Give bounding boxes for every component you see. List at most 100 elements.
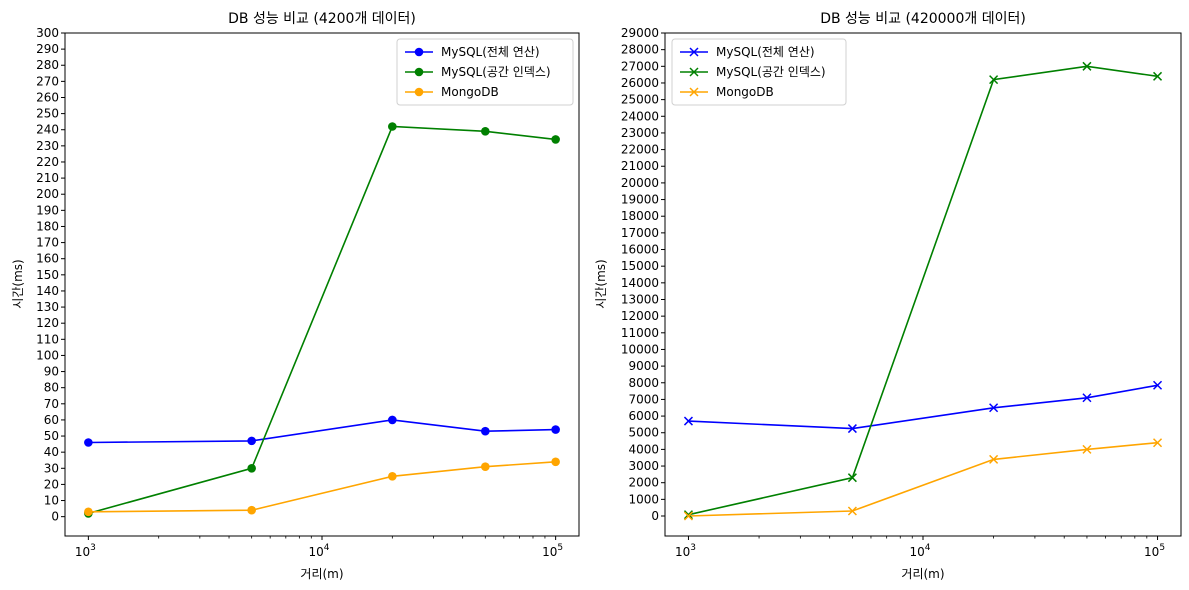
data-point [1153,71,1163,81]
y-tick-label: 50 [44,429,59,443]
y-tick-label: 0 [51,510,59,524]
data-point [84,507,93,517]
y-axis-label: 시간(ms) [594,259,608,308]
y-tick-label: 20 [44,477,59,491]
y-tick-label: 23000 [621,126,659,140]
data-point [388,472,397,481]
y-tick-label: 190 [36,203,59,217]
y-tick-label: 11000 [621,326,659,340]
data-point [247,505,256,515]
chart-panel-1: DB 성능 비교 (4200개 데이터) 0 10 20 30 40 50 60 70 80 90… [11,11,580,581]
y-tick-label: 29000 [621,26,659,40]
y-tick-label: 15000 [621,259,659,273]
y-tick-label: 20000 [621,176,659,190]
data-point [481,462,490,471]
y-tick-label: 120 [36,316,59,330]
data-point [247,436,256,446]
data-point [247,463,256,473]
y-tick-label: 6000 [628,409,659,423]
y-ticks: 0 10 20 30 40 50 60 70 80 90 100 110 120 130 140 150 160… [36,26,65,524]
legend-label: MongoDB [716,85,774,99]
data-point [683,416,693,426]
legend-entry: MySQL(전체 연산) [680,45,815,59]
y-tick-label: 10 [44,494,59,508]
y-tick-label: 300 [36,26,59,40]
x-axis-label: 거리(m) [300,567,343,581]
data-point [683,511,693,521]
y-tick-label: 19000 [621,193,659,207]
data-point [84,438,93,447]
chart-title: DB 성능 비교 (420000개 데이터) [820,11,1026,27]
y-tick-label: 5000 [628,426,659,440]
y-tick-label: 80 [44,381,59,395]
y-tick-label: 10000 [621,342,659,356]
y-tick-label: 18000 [621,209,659,223]
series-markers [84,122,560,518]
y-tick-label: 8000 [628,376,659,390]
data-point [683,510,693,520]
legend-label: MySQL(공간 인덱스) [441,65,551,79]
y-tick-label: 14000 [621,276,659,290]
legend-label: MySQL(공간 인덱스) [716,65,826,79]
data-point [481,127,490,136]
y-tick-label: 25000 [621,93,659,107]
y-tick-label: 2000 [628,476,659,490]
data-point [847,473,857,483]
y-tick-label: 1000 [628,492,659,506]
data-point [989,75,999,85]
data-point [388,415,397,425]
y-tick-label: 22000 [621,143,659,157]
chart-panel-2: DB 성능 비교 (420000개 데이터) 0 1000 2000 3000 4000… [594,11,1182,581]
legend-entry: MySQL(전체 연산) [405,45,540,59]
y-tick-label: 3000 [628,459,659,473]
y-tick-label: 230 [36,139,59,153]
y-ticks: 0 1000 2000 3000 4000 5000 6000 7000 8000 9000 100… [621,26,665,523]
y-tick-label: 270 [36,74,59,88]
data-point [1082,393,1092,403]
data-point [1153,438,1163,448]
data-point [1153,380,1163,390]
y-tick-label: 250 [36,107,59,121]
y-tick-label: 9000 [628,359,659,373]
y-tick-label: 4000 [628,442,659,456]
y-tick-label: 7000 [628,392,659,406]
chart-title: DB 성능 비교 (4200개 데이터) [228,11,416,27]
y-tick-label: 16000 [621,243,659,257]
y-tick-label: 170 [36,236,59,250]
data-point [551,135,560,144]
y-tick-label: 12000 [621,309,659,323]
data-point [481,426,490,436]
y-tick-label: 60 [44,413,59,427]
y-tick-label: 150 [36,268,59,282]
data-point [1082,444,1092,454]
data-point [388,122,397,131]
y-tick-label: 160 [36,252,59,266]
data-point [847,506,857,516]
y-tick-label: 280 [36,58,59,72]
plot-frame [664,32,1182,537]
data-point [551,457,560,467]
legend-entry: MySQL(공간 인덱스) [680,65,826,79]
data-point [551,425,560,434]
legend-label: MongoDB [441,85,499,99]
data-point [847,424,857,434]
y-tick-label: 26000 [621,76,659,90]
data-point [989,403,999,413]
y-tick-label: 260 [36,90,59,104]
legend-entry: MySQL(공간 인덱스) [405,65,551,79]
y-tick-label: 240 [36,123,59,137]
y-axis-label: 시간(ms) [11,259,25,308]
y-tick-label: 200 [36,187,59,201]
legend: MySQL(전체 연산) MySQL(공간 인덱스) MongoDB [396,38,574,106]
legend-box [671,38,847,106]
legend-entry: MongoDB [680,85,774,99]
y-tick-label: 130 [36,300,59,314]
y-tick-label: 210 [36,171,59,185]
legend-label: MySQL(전체 연산) [716,45,815,59]
y-tick-label: 140 [36,284,59,298]
data-point [989,454,999,464]
legend: MySQL(전체 연산) MySQL(공간 인덱스) MongoDB [671,38,847,106]
y-tick-label: 180 [36,219,59,233]
y-tick-label: 28000 [621,43,659,57]
y-tick-label: 27000 [621,59,659,73]
